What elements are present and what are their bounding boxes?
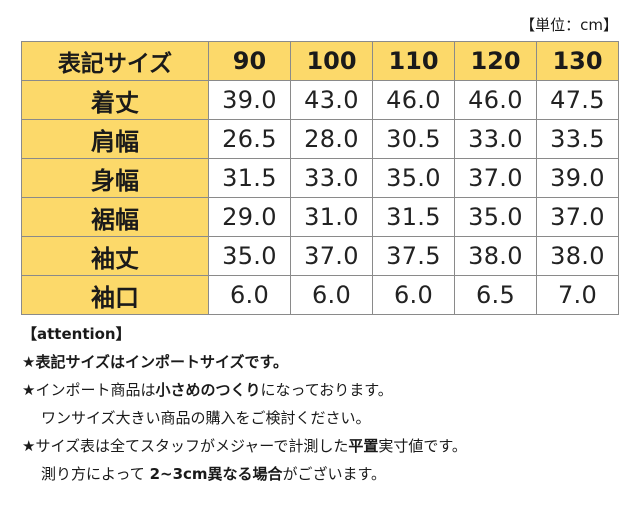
table-cell: 38.0 [536,236,619,276]
table-cell: 6.0 [290,275,373,315]
table-cell: 29.0 [208,197,291,237]
table-row: 袖丈 35.0 37.0 37.5 38.0 38.0 [21,236,619,276]
note-emphasis: 2~3cm異なる場合 [149,465,283,483]
table-cell: 37.0 [290,236,373,276]
note-text: になっております。 [260,381,393,399]
row-label: 肩幅 [21,119,209,159]
table-cell: 6.5 [454,275,537,315]
note-text: ★サイズ表は全てスタッフがメジャーで計測した [22,437,349,455]
table-cell: 28.0 [290,119,373,159]
row-label: 裾幅 [21,197,209,237]
size-header: 130 [536,41,619,81]
row-label: 着丈 [21,80,209,120]
table-cell: 39.0 [208,80,291,120]
corner-header: 表記サイズ [21,41,209,81]
table-header-row: 表記サイズ 90 100 110 120 130 [21,41,619,81]
attention-notes: 【attention】 ★表記サイズはインポートサイズです。 ★インポート商品は… [22,320,622,488]
table-cell: 31.0 [290,197,373,237]
size-chart-table: 表記サイズ 90 100 110 120 130 着丈 39.0 43.0 46… [21,41,619,315]
table-cell: 35.0 [208,236,291,276]
size-header: 90 [208,41,291,81]
row-label: 袖丈 [21,236,209,276]
note-text: 実寸値です。 [378,437,467,455]
note-text: ★表記サイズはインポートサイズです。 [22,353,289,371]
table-cell: 33.5 [536,119,619,159]
table-cell: 33.0 [454,119,537,159]
note-line: ★サイズ表は全てスタッフがメジャーで計測した平置実寸値です。 [22,432,622,460]
table-cell: 6.0 [208,275,291,315]
row-label: 身幅 [21,158,209,198]
table-cell: 39.0 [536,158,619,198]
size-header: 100 [290,41,373,81]
table-row: 肩幅 26.5 28.0 30.5 33.0 33.5 [21,119,619,159]
note-text: ★インポート商品は [22,381,156,399]
table-cell: 35.0 [454,197,537,237]
table-row: 着丈 39.0 43.0 46.0 46.0 47.5 [21,80,619,120]
row-label: 袖口 [21,275,209,315]
table-cell: 37.0 [536,197,619,237]
table-cell: 47.5 [536,80,619,120]
size-header: 110 [372,41,455,81]
table-cell: 37.5 [372,236,455,276]
attention-heading: 【attention】 [22,325,131,343]
note-emphasis: 平置 [348,437,379,455]
table-row: 袖口 6.0 6.0 6.0 6.5 7.0 [21,275,619,315]
table-cell: 7.0 [536,275,619,315]
note-text: がございます。 [282,465,387,483]
note-line: 測り方によって 2~3cm異なる場合がございます。 [22,460,622,488]
table-cell: 33.0 [290,158,373,198]
table-cell: 30.5 [372,119,455,159]
note-line: ★表記サイズはインポートサイズです。 [22,348,622,376]
note-line: ★インポート商品は小さめのつくりになっております。 [22,376,622,404]
unit-label: 【単位：cm】 [520,16,618,34]
table-cell: 46.0 [454,80,537,120]
size-header: 120 [454,41,537,81]
table-cell: 31.5 [208,158,291,198]
table-cell: 43.0 [290,80,373,120]
note-line: ワンサイズ大きい商品の購入をご検討ください。 [22,404,622,432]
table-cell: 46.0 [372,80,455,120]
table-cell: 31.5 [372,197,455,237]
table-cell: 35.0 [372,158,455,198]
note-text: 測り方によって [41,465,150,483]
note-text: ワンサイズ大きい商品の購入をご検討ください。 [41,409,371,427]
table-cell: 6.0 [372,275,455,315]
table-cell: 26.5 [208,119,291,159]
table-row: 身幅 31.5 33.0 35.0 37.0 39.0 [21,158,619,198]
table-row: 裾幅 29.0 31.0 31.5 35.0 37.0 [21,197,619,237]
table-cell: 37.0 [454,158,537,198]
note-emphasis: 小さめのつくり [155,381,261,399]
table-cell: 38.0 [454,236,537,276]
